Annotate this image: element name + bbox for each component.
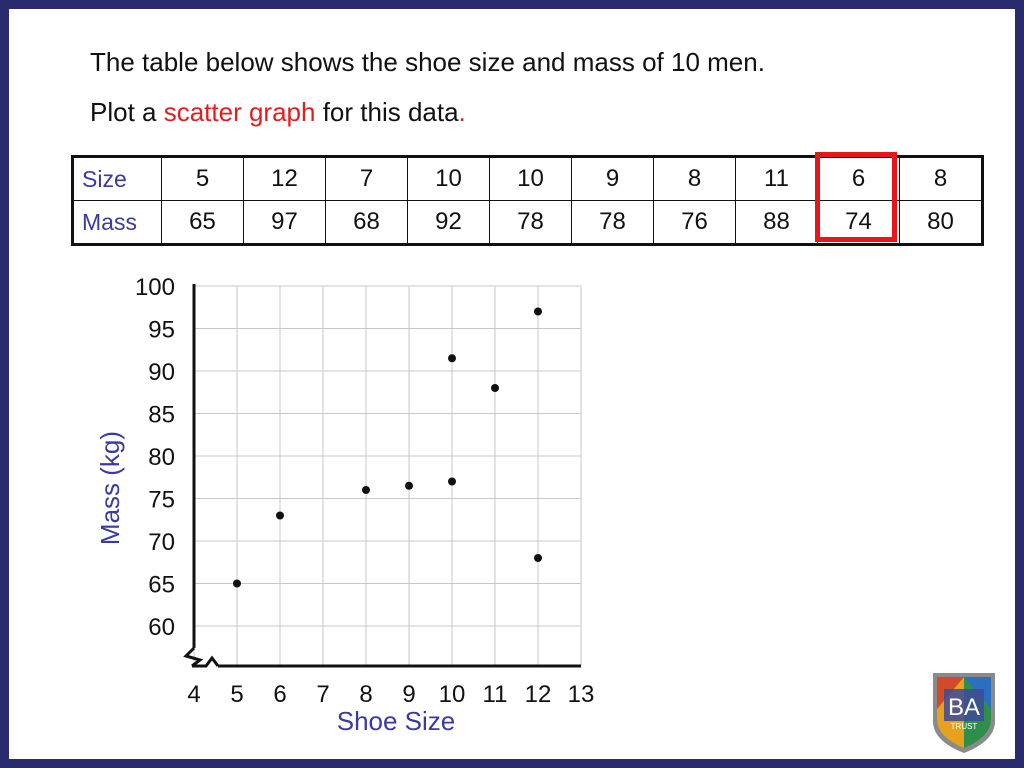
x-tick-label: 9 — [402, 681, 415, 708]
intro-text: The table below shows the shoe size and … — [90, 47, 765, 77]
mass-header: Mass — [72, 200, 162, 245]
y-tick-label: 90 — [148, 359, 175, 386]
mass-cell: 65 — [161, 200, 244, 245]
instruction-dot: . — [458, 97, 466, 127]
y-axis-label: Mass (kg) — [95, 431, 125, 545]
size-cell: 6 — [817, 156, 900, 201]
instruction-prefix: Plot a — [90, 97, 164, 127]
mass-cell: 80 — [899, 200, 983, 245]
ba-trust-logo: BA TRUST — [933, 673, 995, 753]
instruction-highlight: scatter graph — [163, 97, 316, 127]
x-tick-label: 11 — [483, 681, 508, 708]
size-cell: 8 — [899, 156, 983, 201]
scatter-chart: 60 65 70 75 80 85 90 95 100 4 5 6 7 8 9 10 11 12 13 Shoe … — [95, 274, 594, 736]
x-tick-label: 4 — [187, 681, 200, 708]
size-cell: 11 — [735, 156, 818, 201]
size-cell: 7 — [325, 156, 408, 201]
x-axis-break — [192, 655, 220, 668]
x-tick-label: 10 — [439, 681, 466, 708]
mass-cell: 76 — [653, 200, 736, 245]
x-tick-label: 5 — [230, 681, 243, 708]
mass-row: Mass 65 97 68 92 78 78 76 88 74 80 — [72, 200, 983, 245]
x-tick-labels: 4 5 6 7 8 9 10 11 12 13 — [187, 681, 594, 708]
y-axis-break — [183, 646, 204, 668]
size-header: Size — [72, 156, 162, 201]
data-point — [534, 307, 542, 316]
x-tick-label: 13 — [568, 681, 595, 708]
slide: The table below shows the shoe size and … — [9, 9, 1015, 759]
x-tick-label: 7 — [316, 681, 329, 708]
mass-cell: 78 — [571, 200, 654, 245]
svg-text:TRUST: TRUST — [951, 722, 978, 731]
instruction-text: Plot a scatter graph for this data. — [90, 97, 466, 128]
y-tick-label: 80 — [148, 444, 175, 471]
size-cell: 12 — [243, 156, 326, 201]
instruction-suffix: for this data — [315, 97, 459, 127]
size-cell: 10 — [489, 156, 572, 201]
y-tick-labels: 60 65 70 75 80 85 90 95 100 — [135, 274, 175, 641]
x-tick-label: 6 — [273, 681, 286, 708]
data-table: Size 5 12 7 10 10 9 8 11 6 8 Mass 65 97 … — [71, 155, 984, 246]
chart-grid — [193, 285, 582, 666]
size-cell: 8 — [653, 156, 736, 201]
x-tick-label: 8 — [359, 681, 372, 708]
mass-cell: 68 — [325, 200, 408, 245]
mass-cell: 97 — [243, 200, 326, 245]
data-point — [491, 384, 499, 392]
data-point — [276, 511, 284, 520]
y-tick-label: 95 — [148, 317, 175, 344]
data-point — [448, 354, 456, 363]
y-tick-label: 60 — [148, 614, 175, 641]
mass-cell: 88 — [735, 200, 818, 245]
chart-points — [233, 307, 542, 588]
data-point — [362, 486, 370, 494]
size-cell: 9 — [571, 156, 654, 201]
y-tick-label: 85 — [148, 402, 175, 429]
chart-axes — [183, 284, 581, 668]
svg-text:BA: BA — [948, 694, 980, 721]
x-axis-label: Shoe Size — [337, 706, 456, 736]
size-row: Size 5 12 7 10 10 9 8 11 6 8 — [72, 156, 983, 201]
y-tick-label: 65 — [148, 572, 175, 599]
y-tick-label: 75 — [148, 487, 175, 514]
x-tick-label: 12 — [525, 681, 552, 708]
y-tick-label: 100 — [135, 274, 175, 301]
data-point — [448, 477, 456, 486]
data-point — [233, 579, 241, 588]
mass-cell: 92 — [407, 200, 490, 245]
data-point — [534, 554, 542, 562]
y-tick-label: 70 — [148, 529, 175, 556]
data-point — [405, 481, 413, 490]
highlight-box — [815, 152, 897, 242]
